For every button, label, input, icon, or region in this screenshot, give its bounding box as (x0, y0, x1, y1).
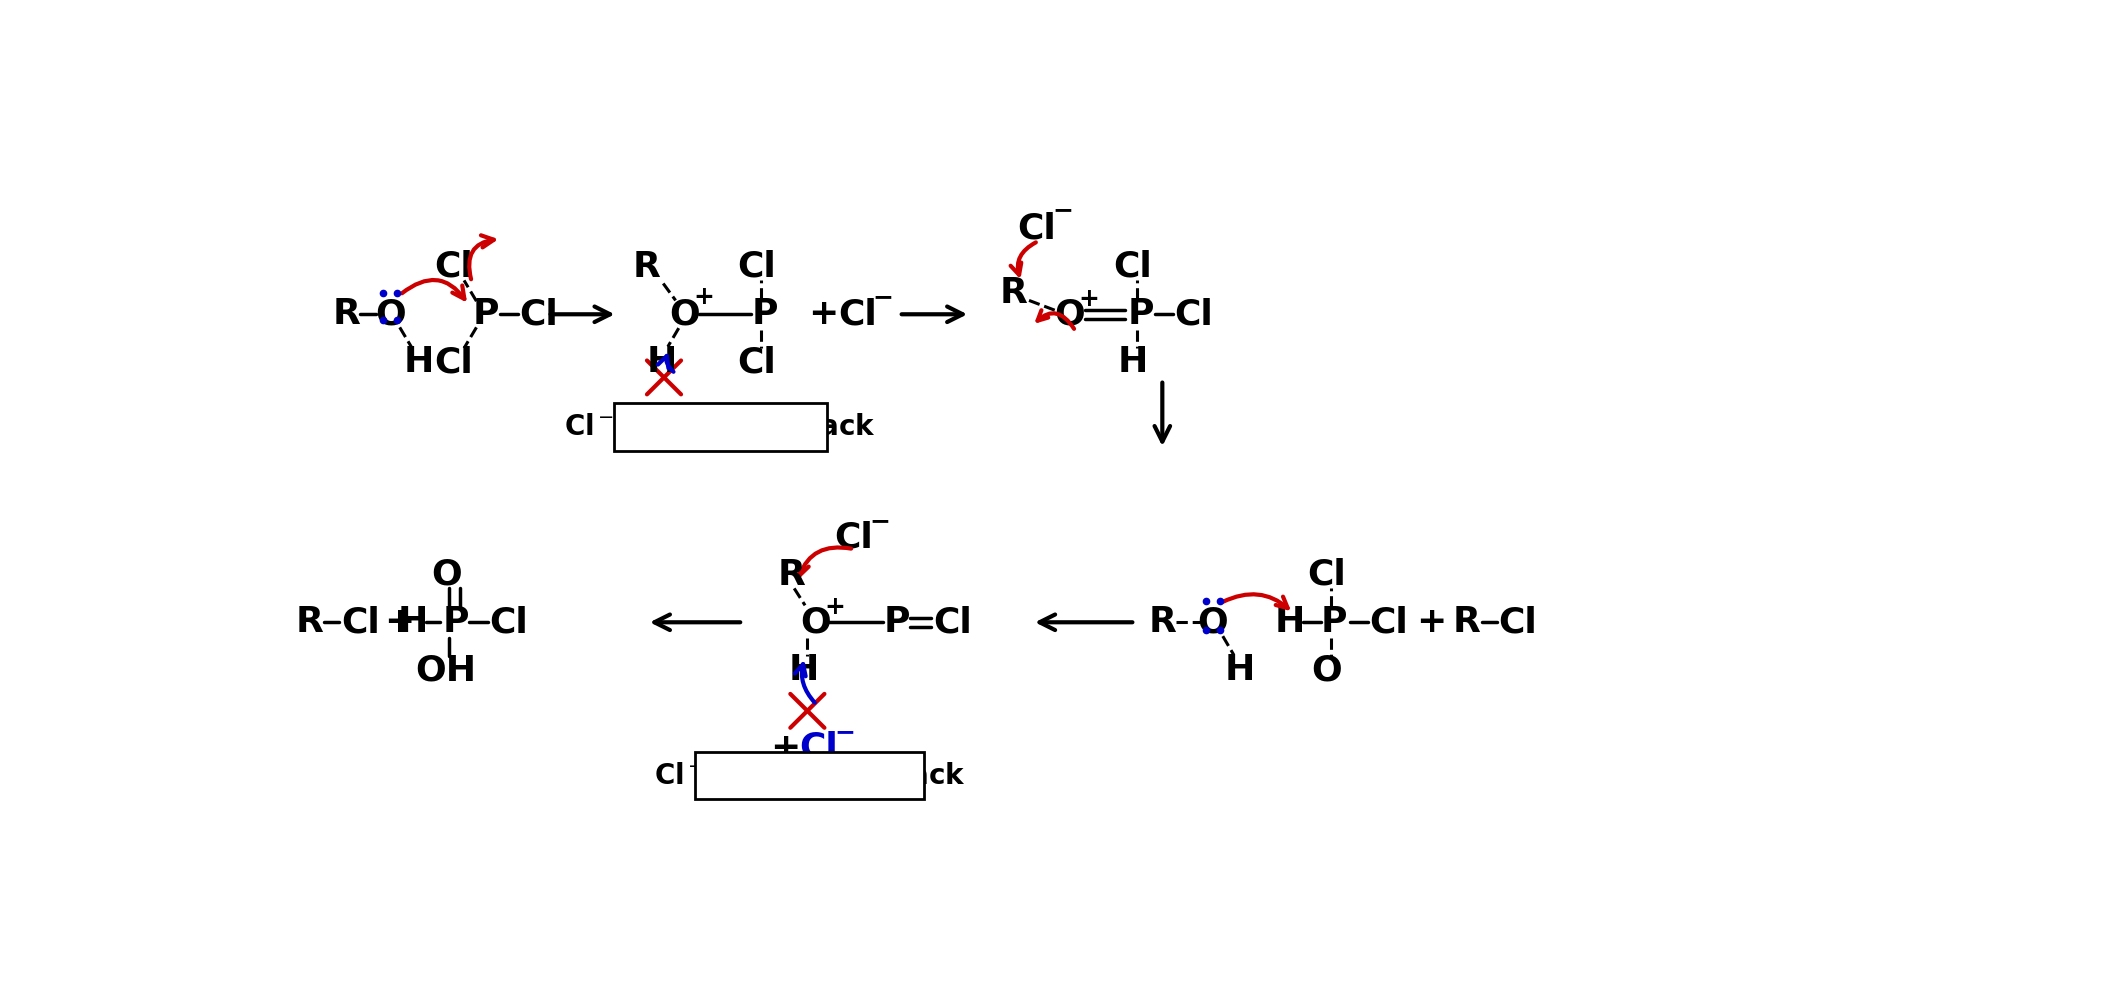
Text: P: P (473, 298, 498, 332)
Text: Cl: Cl (341, 605, 379, 639)
Text: −: − (869, 509, 890, 533)
Text: Cl: Cl (1369, 605, 1407, 639)
Text: O: O (670, 298, 699, 332)
Text: Cl: Cl (434, 345, 473, 379)
Text: −: − (1053, 198, 1074, 222)
Text: Cl: Cl (1017, 211, 1055, 245)
Text: −: − (873, 286, 894, 310)
FancyBboxPatch shape (615, 403, 826, 451)
Text: Cl: Cl (1174, 298, 1212, 332)
Text: P: P (752, 298, 778, 332)
Text: R: R (1148, 605, 1176, 639)
Text: O: O (375, 298, 407, 332)
Text: H: H (646, 345, 676, 379)
Text: Cl: Cl (835, 521, 873, 554)
Text: Cl: Cl (1112, 249, 1153, 284)
Text: Cl$^-$ does not attack: Cl$^-$ does not attack (653, 762, 964, 790)
Text: H: H (788, 653, 818, 687)
Text: H: H (1117, 345, 1148, 379)
Text: H: H (1225, 653, 1254, 687)
Text: +: + (771, 730, 801, 765)
Text: R: R (778, 557, 805, 591)
Text: R: R (631, 249, 661, 284)
Text: Cl: Cl (434, 249, 473, 284)
Text: +: + (384, 605, 413, 639)
Text: +: + (1079, 287, 1100, 311)
Text: Cl: Cl (1307, 557, 1346, 591)
Text: Cl: Cl (799, 730, 839, 765)
FancyBboxPatch shape (695, 752, 924, 800)
Text: +: + (693, 286, 714, 310)
Text: P: P (443, 605, 468, 639)
Text: +: + (1415, 605, 1447, 639)
Text: OH: OH (415, 653, 477, 687)
Text: H: H (398, 605, 428, 639)
Text: O: O (1197, 605, 1229, 639)
Text: H: H (405, 345, 434, 379)
Text: H: H (1276, 605, 1305, 639)
Text: R: R (297, 605, 324, 639)
Text: P: P (884, 605, 909, 639)
Text: R: R (1452, 605, 1479, 639)
Text: P: P (1320, 605, 1348, 639)
Text: Cl: Cl (839, 298, 877, 332)
Text: Cl: Cl (737, 345, 776, 379)
Text: Cl: Cl (489, 605, 528, 639)
Text: Cl$^-$ does not attack: Cl$^-$ does not attack (564, 413, 875, 441)
Text: +: + (807, 298, 837, 332)
Text: O: O (1312, 653, 1341, 687)
Text: Cl: Cl (932, 605, 973, 639)
Text: R: R (333, 298, 360, 332)
Text: R: R (1000, 276, 1028, 310)
Text: O: O (430, 557, 462, 591)
Text: Cl: Cl (737, 249, 776, 284)
Text: +: + (824, 595, 845, 619)
Text: O: O (1053, 298, 1085, 332)
Text: −: − (835, 720, 856, 744)
Text: Cl: Cl (1498, 605, 1538, 639)
Text: P: P (1127, 298, 1155, 332)
Text: O: O (799, 605, 831, 639)
Text: Cl: Cl (519, 298, 557, 332)
